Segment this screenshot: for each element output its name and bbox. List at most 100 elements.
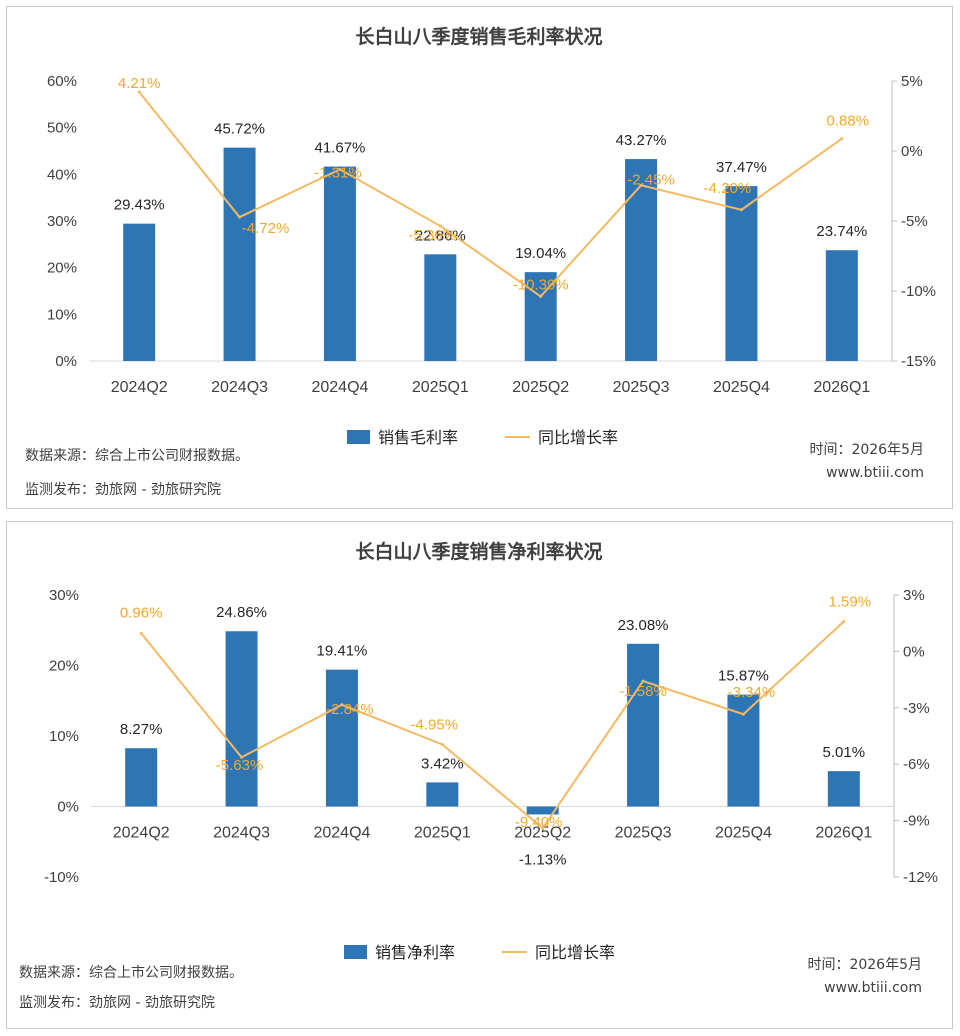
growth-rate-point	[438, 224, 442, 228]
left-axis-tick-label: 30%	[47, 213, 77, 230]
legend-bar-swatch	[347, 430, 370, 444]
net-margin-chart: 长白山八季度销售净利率状况 -10% 0% 10% 20% 30% -12% -9% -6% -3…	[44, 540, 938, 962]
growth-rate-label: 0.96%	[120, 604, 163, 621]
growth-rate-point	[240, 755, 244, 759]
category-label: 2026Q1	[813, 379, 870, 396]
bar-value-label: 41.67%	[315, 140, 366, 157]
growth-rate-point	[440, 742, 444, 746]
category-label: 2025Q1	[412, 379, 469, 396]
bar-value-label: -1.13%	[519, 851, 567, 868]
growth-rate-point	[842, 620, 846, 624]
category-label: 2025Q3	[613, 379, 670, 396]
right-axis-tick-label: -3%	[903, 700, 930, 717]
category-label: 2024Q2	[113, 825, 170, 842]
left-axis-tick-label: 10%	[49, 728, 79, 745]
category-label: 2025Q3	[615, 825, 672, 842]
bar-value-label: 3.42%	[421, 755, 464, 772]
data-source-note: 数据来源：综合上市公司财报数据。	[25, 448, 249, 464]
bar	[125, 748, 158, 807]
left-axis-tick-label: 20%	[49, 658, 79, 675]
bar-value-label: 22.86%	[415, 227, 466, 244]
bar-value-label: 8.27%	[120, 721, 163, 738]
growth-rate-point	[840, 137, 844, 141]
growth-rate-point	[739, 208, 743, 212]
bar-value-label: 19.04%	[515, 245, 566, 262]
category-label: 2024Q2	[111, 379, 168, 396]
net-margin-chart-panel: 长白山八季度销售净利率状况 -10% 0% 10% 20% 30% -12% -9% -6% -3…	[6, 521, 953, 1029]
growth-rate-label: -1.31%	[314, 164, 362, 181]
legend-bar-label: 销售净利率	[375, 943, 455, 962]
growth-rate-label: -2.45%	[627, 171, 675, 188]
bar-value-label: 23.74%	[816, 223, 867, 240]
chart-title: 长白山八季度销售毛利率状况	[355, 25, 602, 48]
bar-value-label: 29.43%	[114, 197, 165, 214]
category-label: 2025Q1	[414, 825, 471, 842]
left-axis-tick-label: 50%	[47, 120, 77, 137]
bar	[223, 147, 256, 361]
bar	[524, 272, 557, 361]
growth-rate-label: -2.84%	[326, 701, 374, 718]
left-axis-tick-label: -10%	[44, 869, 79, 886]
growth-rate-label: -5.63%	[216, 757, 264, 774]
left-axis-tick-label: 60%	[47, 73, 77, 90]
bar	[323, 166, 356, 361]
category-label: 2025Q4	[715, 825, 772, 842]
category-label: 2026Q1	[815, 825, 872, 842]
growth-rate-label: -4.20%	[704, 180, 752, 197]
legend-bar-swatch	[344, 945, 367, 959]
legend-line-label: 同比增长率	[535, 943, 615, 962]
left-axis-tick-label: 40%	[47, 166, 77, 183]
growth-rate-label: 4.21%	[118, 75, 161, 92]
category-label: 2024Q3	[211, 379, 268, 396]
bar-value-label: 19.41%	[317, 643, 368, 660]
data-source-note: 数据来源：综合上市公司财报数据。	[19, 965, 243, 981]
category-label: 2024Q4	[311, 379, 368, 396]
bar	[526, 806, 559, 815]
growth-rate-label: -3.34%	[728, 684, 776, 701]
right-axis-tick-label: 0%	[901, 143, 923, 160]
growth-rate-label: -4.72%	[242, 220, 290, 237]
growth-rate-point	[340, 703, 344, 707]
right-axis-tick-label: 3%	[903, 587, 925, 604]
category-label: 2025Q4	[713, 379, 770, 396]
gross-margin-chart-panel: 长白山八季度销售毛利率状况 0% 10% 20% 30% 40% 50% 60% -15% -10…	[6, 6, 953, 509]
category-label: 2024Q3	[213, 825, 270, 842]
bar-value-label: 5.01%	[823, 744, 866, 761]
bar	[225, 631, 258, 807]
left-axis-tick-label: 0%	[57, 799, 79, 816]
right-axis-tick-label: -12%	[903, 869, 938, 886]
bar	[426, 782, 459, 807]
website-note: www.btiii.com	[826, 465, 924, 481]
growth-rate-label: 0.88%	[827, 113, 870, 130]
bar	[123, 223, 156, 361]
website-note: www.btiii.com	[824, 980, 922, 996]
growth-rate-label: -5.36%	[409, 227, 457, 244]
right-axis-tick-label: -9%	[903, 813, 930, 830]
legend-bar-label: 销售毛利率	[378, 428, 458, 447]
publisher-note: 监测发布：劲旅网 - 劲旅研究院	[19, 995, 215, 1011]
growth-rate-label: -4.95%	[411, 716, 459, 733]
chart-title: 长白山八季度销售净利率状况	[355, 540, 602, 563]
bar-value-label: 15.87%	[718, 668, 769, 685]
time-note: 时间：2026年5月	[807, 957, 922, 973]
bar	[827, 771, 860, 807]
right-axis-tick-label: -10%	[901, 283, 936, 300]
left-axis-tick-label: 30%	[49, 587, 79, 604]
right-axis-tick-label: 0%	[903, 643, 925, 660]
growth-rate-point	[641, 679, 645, 683]
growth-rate-point	[139, 631, 143, 635]
left-axis-tick-label: 20%	[47, 260, 77, 277]
growth-rate-line	[140, 620, 845, 830]
bar-value-label: 43.27%	[616, 132, 667, 149]
growth-rate-line	[138, 91, 843, 298]
growth-rate-point	[541, 826, 545, 830]
growth-rate-label: -10.39%	[513, 276, 569, 293]
bar-value-label: 37.47%	[716, 159, 767, 176]
left-axis-tick-label: 10%	[47, 306, 77, 323]
bar	[825, 250, 858, 361]
growth-rate-point	[741, 712, 745, 716]
right-axis-tick-label: -6%	[903, 756, 930, 773]
category-label: 2025Q2	[512, 379, 569, 396]
right-axis-tick-label: 5%	[901, 73, 923, 90]
bar	[424, 254, 457, 361]
